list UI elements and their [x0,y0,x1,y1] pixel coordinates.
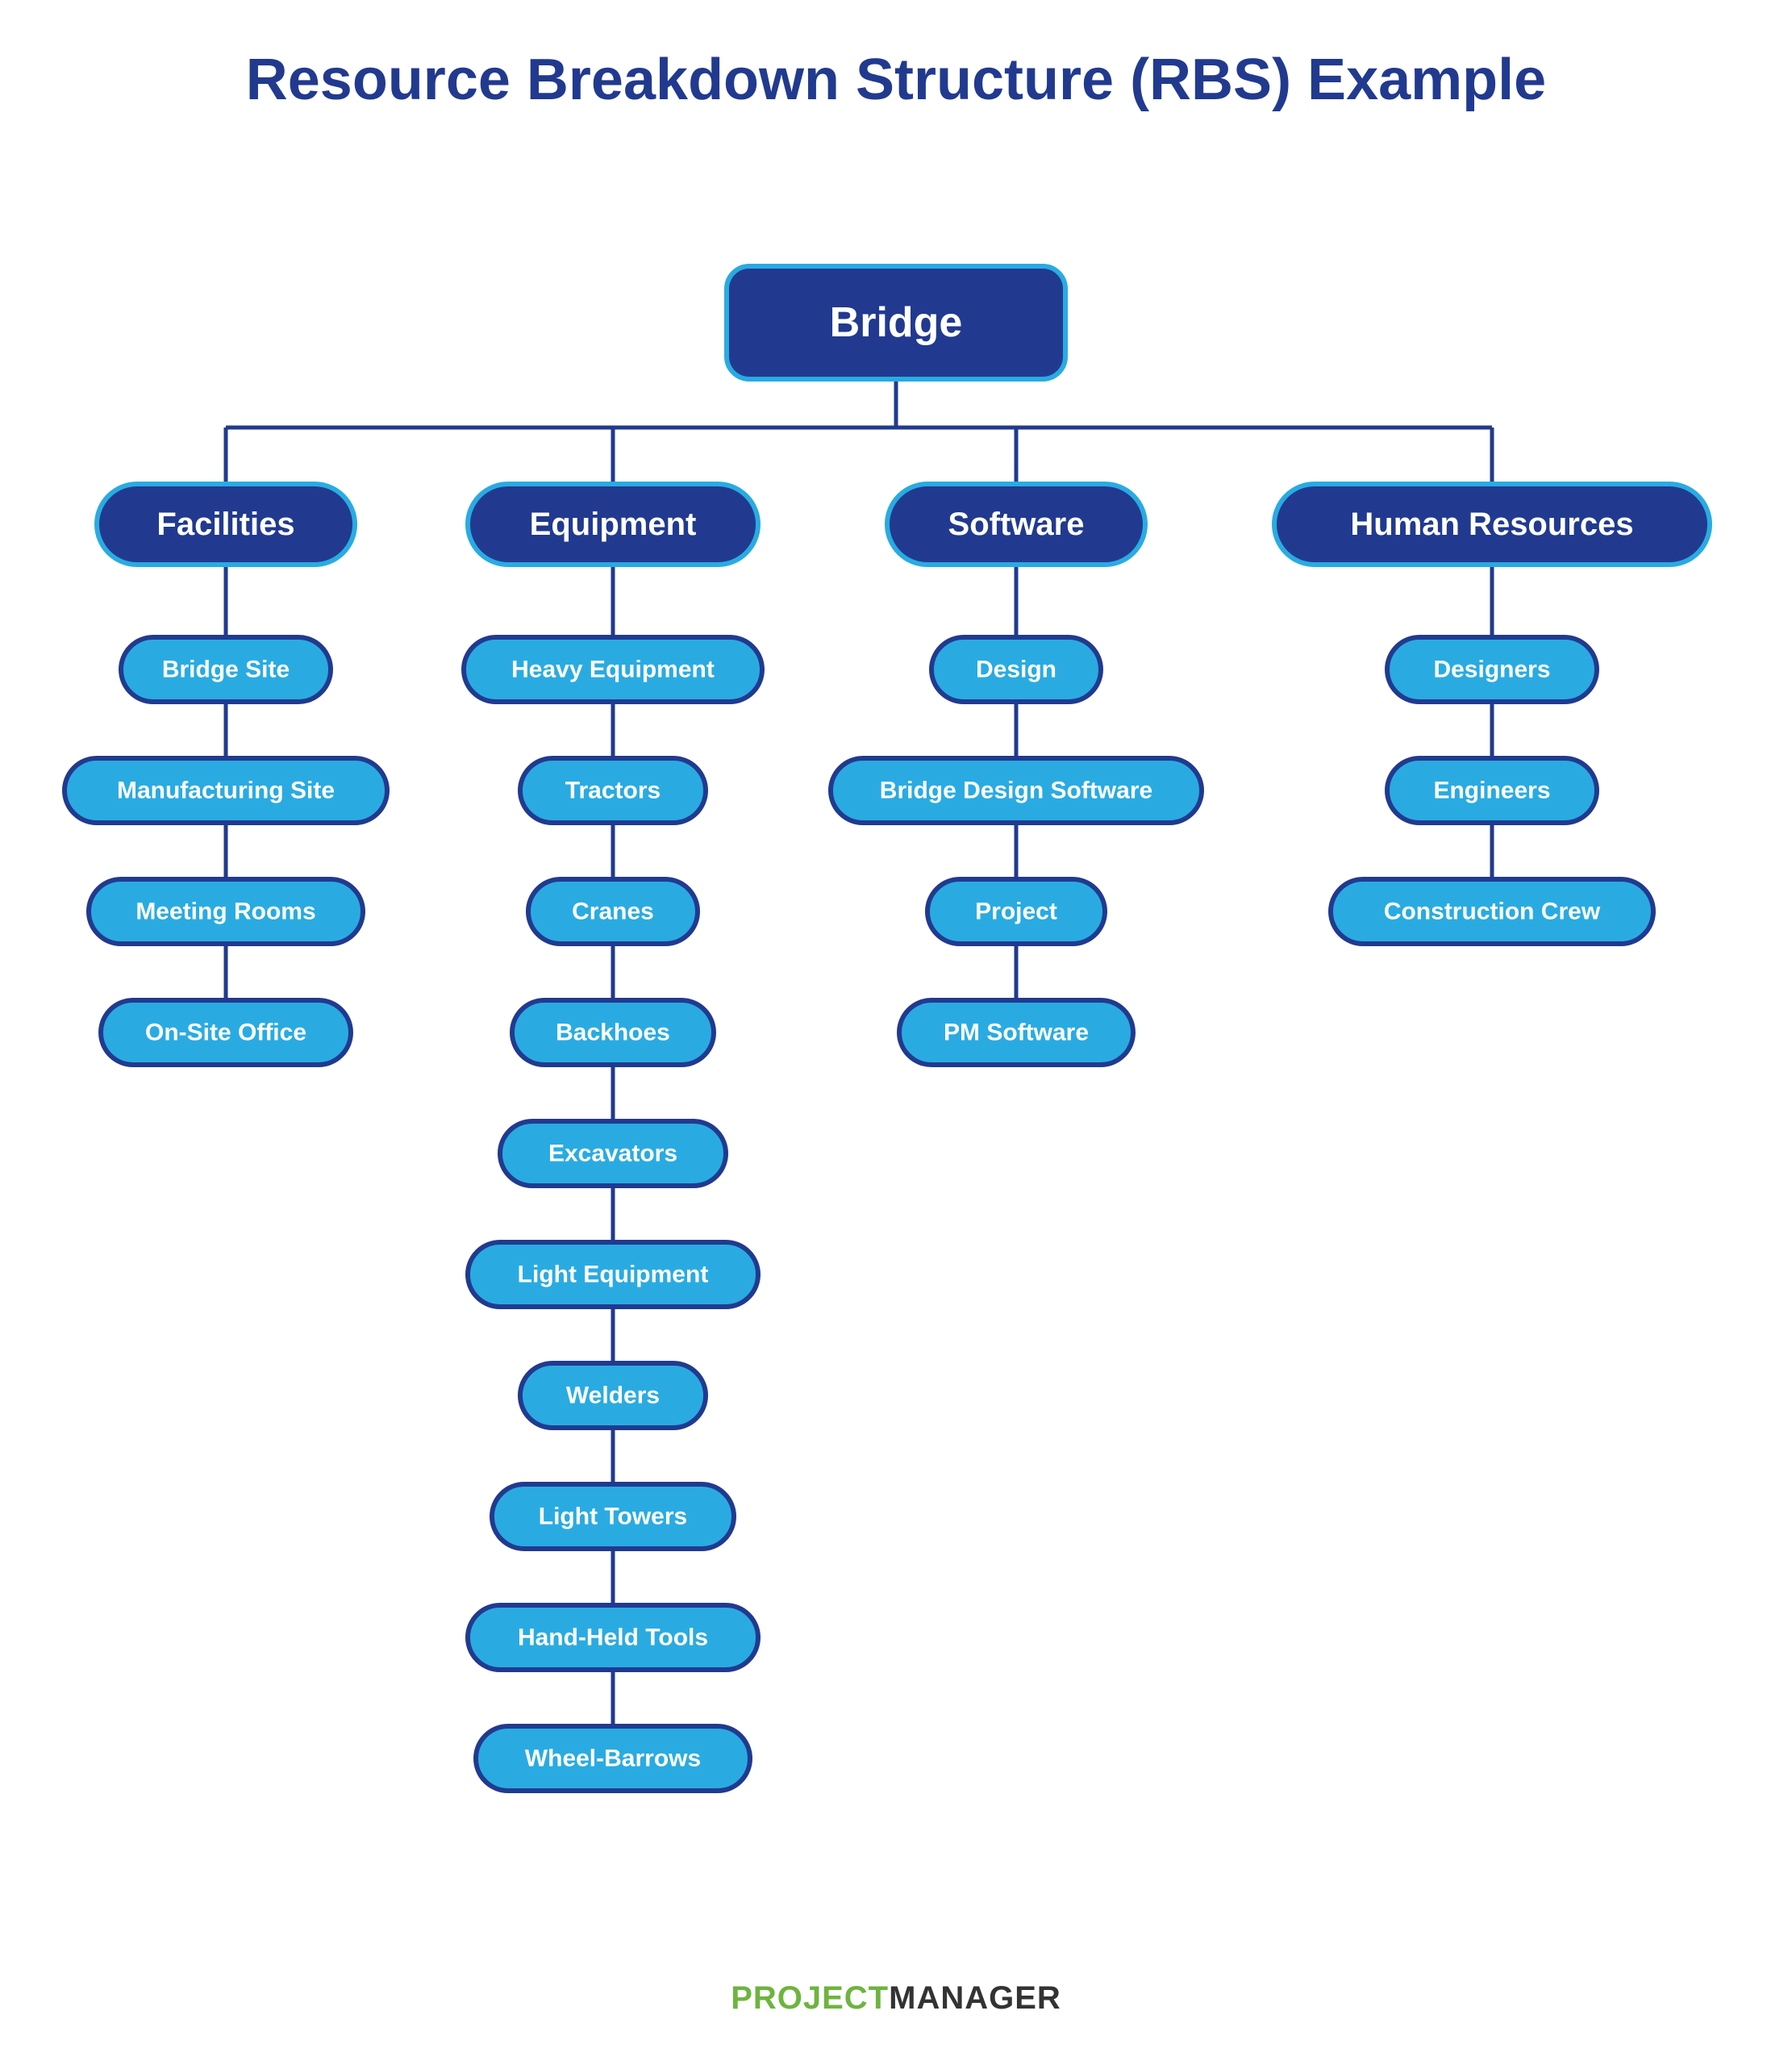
node-pm-software: PM Software [899,1000,1133,1065]
svg-text:Cranes: Cranes [572,899,654,925]
node-backhoes: Backhoes [512,1000,714,1065]
footer-word2: MANAGER [889,1980,1061,2016]
node-on-site-office: On-Site Office [101,1000,351,1065]
node-designers: Designers [1387,637,1597,702]
svg-text:Facilities: Facilities [156,507,294,542]
node-manufacturing-site: Manufacturing Site [65,758,387,823]
svg-text:Equipment: Equipment [530,507,697,542]
svg-text:Backhoes: Backhoes [556,1020,670,1046]
svg-text:Light Equipment: Light Equipment [518,1262,709,1288]
svg-text:On-Site Office: On-Site Office [145,1020,306,1046]
svg-text:Bridge Design Software: Bridge Design Software [880,778,1152,804]
node-equipment: Equipment [468,484,758,565]
node-construction-crew: Construction Crew [1331,879,1653,944]
svg-text:Light Towers: Light Towers [539,1504,687,1530]
node-heavy-equipment: Heavy Equipment [464,637,762,702]
node-excavators: Excavators [500,1121,726,1186]
node-light-equipment: Light Equipment [468,1242,758,1307]
footer-logo: PROJECTMANAGER [0,1980,1792,2017]
node-cranes: Cranes [528,879,698,944]
node-welders: Welders [520,1363,706,1428]
node-hand-held-tools: Hand-Held Tools [468,1605,758,1670]
svg-text:Excavators: Excavators [548,1141,677,1167]
svg-text:Bridge Site: Bridge Site [162,657,290,683]
node-light-towers: Light Towers [492,1484,734,1549]
svg-text:Designers: Designers [1433,657,1550,683]
node-meeting-rooms: Meeting Rooms [89,879,363,944]
svg-text:Meeting Rooms: Meeting Rooms [135,899,315,925]
node-bridge-site: Bridge Site [121,637,331,702]
node-bridge: Bridge [727,266,1065,379]
svg-text:Software: Software [948,507,1085,542]
svg-text:PM Software: PM Software [944,1020,1089,1046]
svg-text:Heavy Equipment: Heavy Equipment [511,657,715,683]
node-project: Project [927,879,1105,944]
svg-text:Welders: Welders [566,1383,660,1409]
rbs-diagram: Bridge Facilities Bridge Site Manufacturing… [0,258,1792,1952]
node-design: Design [931,637,1101,702]
node-tractors: Tractors [520,758,706,823]
node-human-resources: Human Resources [1274,484,1710,565]
svg-text:Construction Crew: Construction Crew [1384,899,1601,925]
svg-text:Design: Design [976,657,1056,683]
node-bridge-design-software: Bridge Design Software [831,758,1202,823]
node-facilities: Facilities [97,484,355,565]
page-title: Resource Breakdown Structure (RBS) Examp… [0,0,1792,112]
svg-text:Wheel-Barrows: Wheel-Barrows [525,1746,701,1772]
svg-text:Bridge: Bridge [830,299,963,346]
svg-text:Tractors: Tractors [565,778,661,804]
svg-text:Project: Project [975,899,1057,925]
node-wheel-barrows: Wheel-Barrows [476,1726,750,1791]
svg-text:Manufacturing Site: Manufacturing Site [117,778,335,804]
node-software: Software [887,484,1145,565]
page: Resource Breakdown Structure (RBS) Examp… [0,0,1792,2065]
node-engineers: Engineers [1387,758,1597,823]
footer-word1: PROJECT [731,1980,889,2016]
svg-text:Hand-Held Tools: Hand-Held Tools [518,1625,708,1651]
svg-text:Engineers: Engineers [1433,778,1550,804]
svg-text:Human Resources: Human Resources [1350,507,1633,542]
